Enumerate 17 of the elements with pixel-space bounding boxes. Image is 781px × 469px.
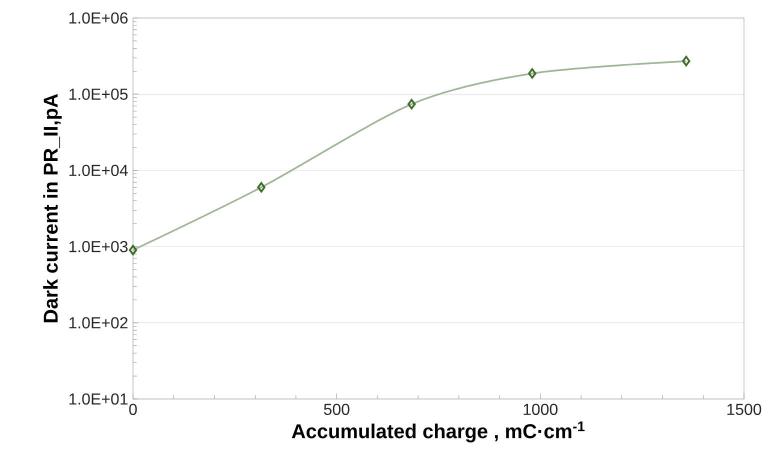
- y-tick-label: 1.0E+02: [69, 317, 128, 328]
- point: [682, 56, 690, 66]
- x-tick-label: 1000: [524, 404, 558, 416]
- x-tick-label: 500: [324, 404, 350, 416]
- y-axis-title: Dark current in PR_II,pA: [43, 94, 62, 322]
- x-tick-label: 0: [129, 404, 137, 416]
- y-tick-label: 1.0E+04: [69, 164, 128, 176]
- x-axis-title: Accumulated charge , mC·cm$^{-1}$: [292, 422, 585, 442]
- point: [128, 244, 138, 256]
- point: [257, 182, 266, 193]
- y-tick-label: 1.0E+03: [69, 240, 128, 252]
- point: [528, 68, 536, 79]
- point: [407, 98, 416, 110]
- y-tick-label: 1.0E+01: [69, 393, 128, 405]
- x-tick-label: 1500: [727, 404, 762, 416]
- y-tick-label: 1.0E+06: [69, 12, 128, 24]
- y-tick-label: 1.0E+05: [69, 88, 128, 100]
